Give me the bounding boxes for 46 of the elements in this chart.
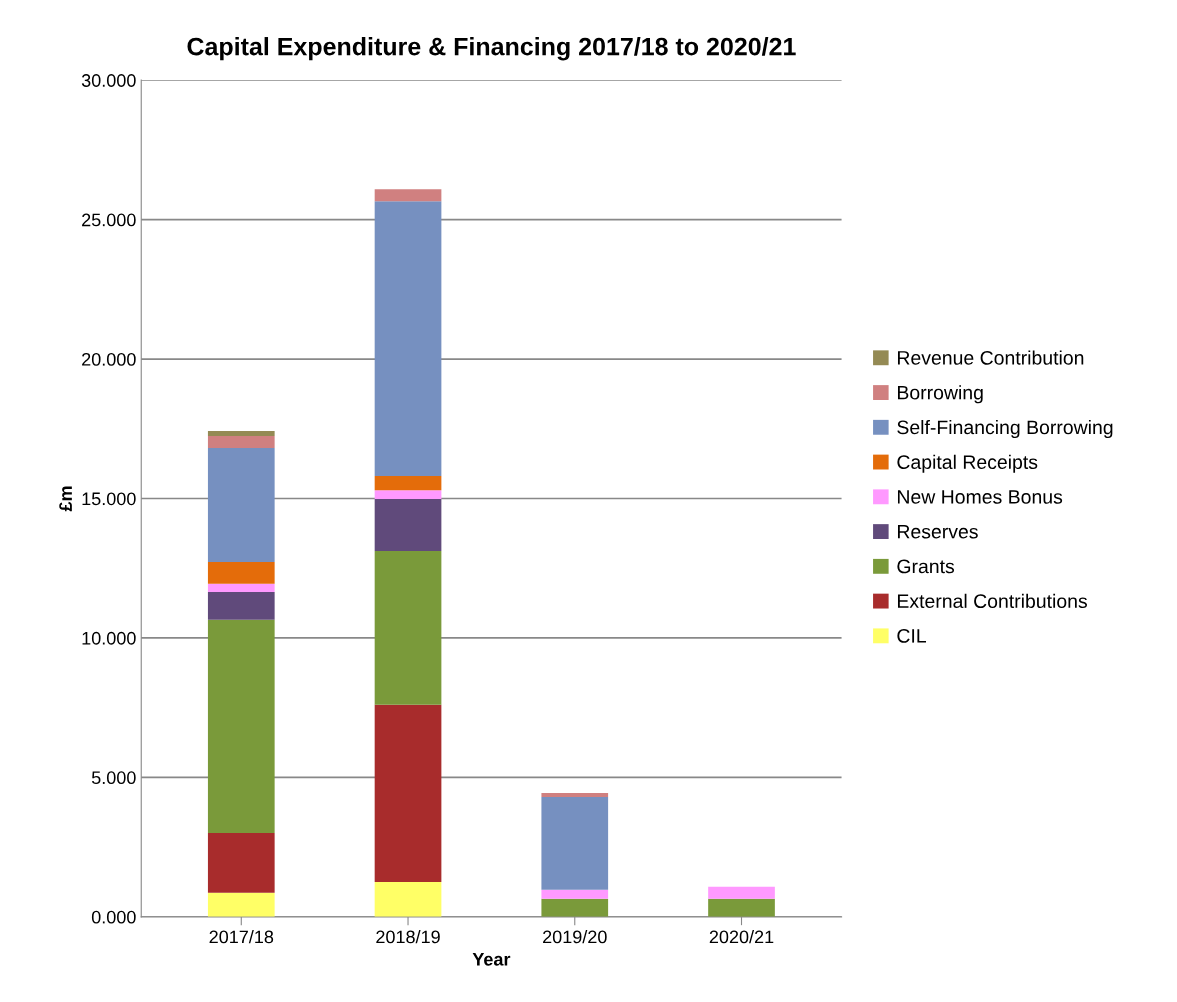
legend-label: External Contributions — [897, 593, 1087, 609]
bar — [207, 562, 275, 584]
bar — [207, 591, 275, 620]
bar — [541, 796, 609, 890]
x-tick-label: 2018/19 — [376, 930, 440, 944]
y-tick-label: 25.000 — [82, 213, 136, 227]
legend-label: Reserves — [897, 524, 978, 539]
y-tick-label: 20.000 — [82, 352, 136, 366]
bar — [207, 448, 275, 563]
bar — [374, 490, 442, 500]
legend-label: Grants — [897, 559, 955, 574]
x-tick-label: 2017/18 — [209, 930, 274, 944]
bar — [374, 189, 442, 202]
x-tick-label: 2019/20 — [543, 930, 607, 944]
bar — [207, 583, 275, 592]
y-tick-label: 5.000 — [91, 771, 136, 785]
bar — [374, 550, 442, 705]
bar — [374, 704, 442, 882]
chart-title: Capital Expenditure & Financing 2017/18 to 2020/21 — [187, 37, 796, 61]
legend-label: CIL — [897, 629, 927, 643]
bar — [541, 889, 609, 899]
bar — [374, 201, 442, 476]
y-tick-label: 10.000 — [82, 631, 136, 645]
bar — [541, 793, 609, 797]
bar — [374, 499, 442, 551]
bar — [207, 431, 275, 437]
y-tick-label: 30.000 — [81, 74, 136, 87]
legend-label: Borrowing — [897, 385, 983, 404]
bar — [708, 886, 775, 899]
y-tick-label: 0.000 — [91, 910, 136, 924]
y-axis-title: £m — [59, 486, 72, 512]
bar — [374, 475, 442, 491]
legend-label: New Homes Bonus — [897, 490, 1063, 504]
bar — [207, 832, 275, 893]
bar — [708, 898, 775, 917]
legend-label: Capital Receipts — [897, 454, 1038, 473]
bar — [207, 436, 275, 449]
legend-label: Revenue Contribution — [897, 350, 1084, 365]
bar — [207, 892, 275, 917]
x-tick-label: 2020/21 — [709, 930, 774, 944]
y-tick-label: 15.000 — [82, 492, 136, 506]
legend-label: Self-Financing Borrowing — [897, 419, 1113, 439]
bar — [207, 619, 275, 833]
x-axis-title: Year — [472, 953, 511, 966]
bar — [374, 881, 442, 917]
bar — [541, 898, 609, 917]
